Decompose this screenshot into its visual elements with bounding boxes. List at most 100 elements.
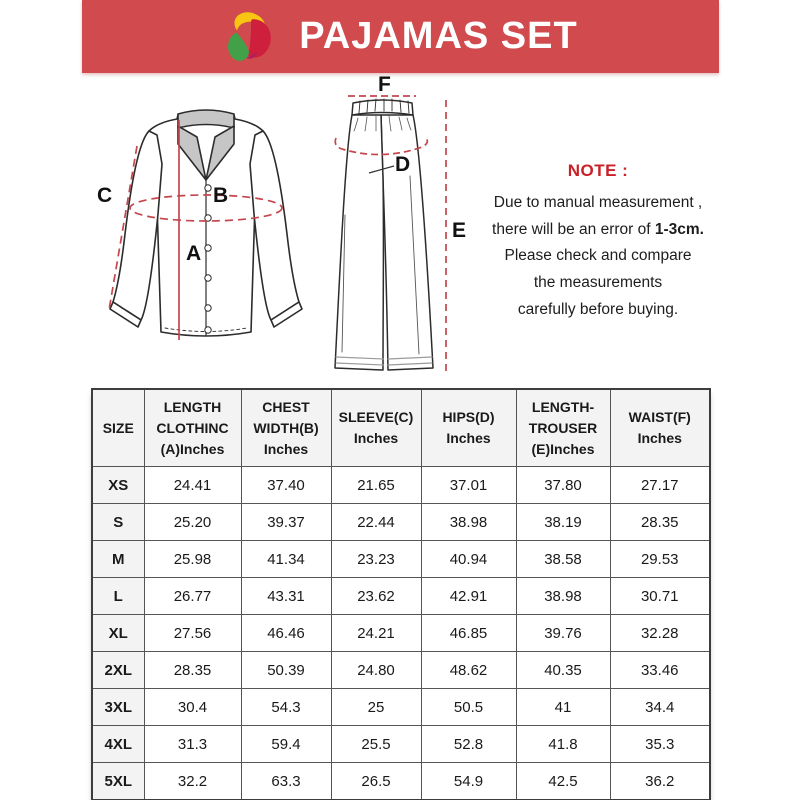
note-title: NOTE : [567,161,629,180]
measurement-cell: 41.8 [515,725,611,763]
label-a: A [186,242,201,265]
measurement-cell: 25.5 [330,725,422,763]
measurement-cell: 54.3 [240,688,332,726]
pajama-pants-diagram: F D E [334,76,466,373]
measurement-cell: 38.19 [515,503,611,541]
size-table-header: SIZE LENGTH CLOTHINC (A)Inches CHEST WID… [91,388,711,467]
measurement-cell: 41 [515,688,611,726]
measurement-cell: 48.62 [420,651,517,689]
measurement-cell: 27.56 [143,614,242,652]
label-c: C [97,184,112,207]
shirt-right-sleeve [249,130,300,321]
table-row: XL 27.56 46.46 24.21 46.85 39.76 32.28 [91,614,711,652]
measurement-cell: 38.98 [515,577,611,615]
table-row: XS 24.41 37.40 21.65 37.01 37.80 27.17 [91,466,711,504]
col-header-hips: HIPS(D) Inches [420,388,517,467]
size-label: M [91,540,145,578]
measurement-cell: 40.94 [420,540,517,578]
measurement-cell: 38.58 [515,540,611,578]
shirt-collar [177,109,235,181]
measurement-cell: 63.3 [240,762,332,800]
table-row: 2XL 28.35 50.39 24.80 48.62 40.35 33.46 [91,651,711,689]
size-table: SIZE LENGTH CLOTHINC (A)Inches CHEST WID… [91,388,711,800]
measurement-cell: 33.46 [609,651,711,689]
table-row: M 25.98 41.34 23.23 40.94 38.58 29.53 [91,540,711,578]
measurement-cell: 50.5 [420,688,517,726]
measurement-cell: 24.21 [330,614,422,652]
measurement-cell: 42.5 [515,762,611,800]
measurement-cell: 37.80 [515,466,611,504]
col-header-length-trouser: LENGTH- TROUSER (E)Inches [515,388,611,467]
measurement-cell: 28.35 [609,503,711,541]
col-header-waist: WAIST(F) Inches [609,388,711,467]
shirt-measurement-lines [108,120,283,340]
measurement-cell: 25.20 [143,503,242,541]
pants-right-leg [380,114,434,371]
measurement-cell: 43.31 [240,577,332,615]
measurement-cell: 21.65 [330,466,422,504]
measurement-cell: 54.9 [420,762,517,800]
header-banner: PAJAMAS SET [82,0,719,73]
table-row: L 26.77 43.31 23.62 42.91 38.98 30.71 [91,577,711,615]
pajama-top-diagram: A B C [97,109,303,340]
measurement-cell: 22.44 [330,503,422,541]
note-line-3: Please check and compare [504,247,692,265]
measurement-cell: 23.23 [330,540,422,578]
measurement-cell: 39.37 [240,503,332,541]
measurement-cell: 37.01 [420,466,517,504]
measurement-cell: 39.76 [515,614,611,652]
measurement-cell: 32.2 [143,762,242,800]
size-label: 4XL [91,725,145,763]
col-header-sleeve: SLEEVE(C) Inches [330,388,422,467]
measurement-cell: 26.5 [330,762,422,800]
note-line-4: the measurements [533,273,663,291]
shirt-left-sleeve [112,130,163,321]
measurement-cell: 25.98 [143,540,242,578]
measurement-cell: 59.4 [240,725,332,763]
measurement-cell: 41.34 [240,540,332,578]
pants-waistband [351,99,414,116]
measurement-cell: 24.80 [330,651,422,689]
measurement-cell: 34.4 [609,688,711,726]
table-row: 4XL 31.3 59.4 25.5 52.8 41.8 35.3 [91,725,711,763]
col-header-size: SIZE [91,388,145,467]
table-row: S 25.20 39.37 22.44 38.98 38.19 28.35 [91,503,711,541]
measurement-cell: 31.3 [143,725,242,763]
table-row: 5XL 32.2 63.3 26.5 54.9 42.5 36.2 [91,762,711,800]
measurement-cell: 42.91 [420,577,517,615]
size-label: 2XL [91,651,145,689]
measurement-cell: 26.77 [143,577,242,615]
size-label: XL [91,614,145,652]
measurement-cell: 27.17 [609,466,711,504]
size-table-body: XS 24.41 37.40 21.65 37.01 37.80 27.17 S 25.20 39… [91,466,711,800]
measurement-cell: 50.39 [240,651,332,689]
note-line-2-text: there will be an error of [492,220,655,238]
measurement-cell: 52.8 [420,725,517,763]
pants-measurement-lines [334,95,447,373]
measurement-cell: 35.3 [609,725,711,763]
note-line-5: carefully before buying. [517,300,679,318]
note-line-1: Due to manual measurement , [493,194,703,211]
measurement-cell: 36.2 [609,762,711,800]
measurement-cell: 30.4 [143,688,242,726]
measure-line-c [108,145,138,311]
size-label: 3XL [91,688,145,726]
measurement-cell: 38.98 [420,503,517,541]
measurement-cell: 30.71 [609,577,711,615]
col-header-chest-width: CHEST WIDTH(B) Inches [240,388,332,467]
label-b: B [213,184,228,207]
measurement-cell: 23.62 [330,577,422,615]
label-f: F [378,76,391,96]
note-line-2: there will be an error of 1-3cm. [478,217,718,244]
brand-logo-icon [228,11,272,61]
measurement-cell: 32.28 [609,614,711,652]
measurement-cell: 40.35 [515,651,611,689]
size-label: XS [91,466,145,504]
pants-left-leg [334,114,385,371]
shirt-buttons [204,184,212,334]
measurement-cell: 25 [330,688,422,726]
label-e: E [452,219,466,242]
col-header-length-clothing: LENGTH CLOTHINC (A)Inches [143,388,242,467]
measurement-cell: 29.53 [609,540,711,578]
